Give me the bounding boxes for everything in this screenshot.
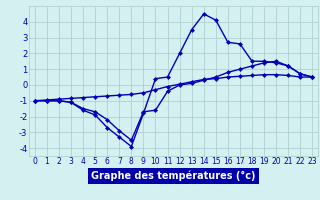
- X-axis label: Graphe des températures (°c): Graphe des températures (°c): [91, 171, 256, 181]
